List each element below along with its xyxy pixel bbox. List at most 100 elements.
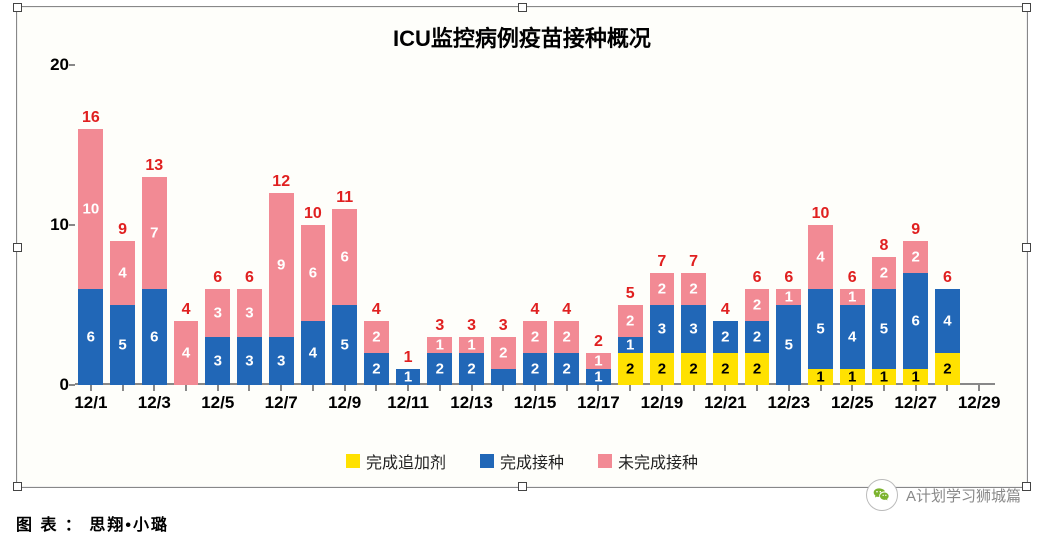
x-tick-label: 12/3 [138,393,171,413]
bar-group: 336 [237,289,262,385]
x-tick-mark [248,385,250,391]
bar-segment-partial: 2 [523,321,548,353]
bar-group: 1528 [872,257,897,385]
bar-segment-label: 2 [491,345,516,362]
bar-group: 3912 [269,193,294,385]
bar-segment-partial: 2 [364,321,389,353]
bar-segment-partial: 4 [808,225,833,289]
bar-segment-label: 5 [110,337,135,354]
bar-segment-label: 1 [903,369,928,386]
x-tick-mark [502,385,504,391]
x-tick-mark [312,385,314,391]
y-tick-mark [69,224,75,226]
bar-segment-label: 2 [554,361,579,378]
x-tick-mark [471,385,473,391]
bar-segment-booster: 2 [681,353,706,385]
bar-segment-booster: 2 [618,353,643,385]
x-tick-mark [566,385,568,391]
bar-segment-full: 5 [808,289,833,369]
bar-segment-partial: 2 [745,289,770,321]
bar-total-label: 7 [681,253,706,271]
bar-segment-booster: 1 [808,369,833,385]
bar-segment-label: 4 [935,313,960,330]
bar-total-label: 6 [237,269,262,287]
bar-total-label: 6 [205,269,230,287]
legend-swatch-partial [598,454,612,468]
bar-segment-label: 2 [681,281,706,298]
handle-icon [518,482,527,491]
bar-segment-label: 2 [523,361,548,378]
bar-group: 516 [776,289,801,385]
bar-segment-label: 6 [142,329,167,346]
bar-group: 213 [459,337,484,385]
bar-segment-label: 1 [840,369,865,386]
y-tick-label: 20 [39,55,69,75]
bar-segment-full: 3 [269,337,294,385]
bar-segment-label: 2 [459,361,484,378]
bar-group: 15410 [808,225,833,385]
x-tick-label: 12/11 [387,393,429,413]
x-tick-mark [724,385,726,391]
bar-segment-label: 1 [840,289,865,306]
bar-segment-booster: 2 [650,353,675,385]
x-tick-mark [280,385,282,391]
bar-segment-label: 4 [840,329,865,346]
x-tick-label: 12/1 [74,393,107,413]
bar-total-label: 8 [872,237,897,255]
page-root: ICU监控病例疫苗接种概况 61016549671344336336391246… [0,0,1043,541]
bar-segment-label: 2 [618,361,643,378]
bar-segment-partial: 1 [776,289,801,305]
bar-segment-label: 3 [205,305,230,322]
bar-segment-full: 4 [301,321,326,385]
bar-segment-label: 2 [903,249,928,266]
bar-segment-partial: 1 [427,337,452,353]
y-tick-label: 0 [39,375,69,395]
bar-segment-label: 2 [745,297,770,314]
bar-group: 2327 [681,273,706,385]
bar-group: 549 [110,241,135,385]
bar-segment-label: 5 [332,337,357,354]
bar-segment-label: 1 [872,369,897,386]
bar-segment-label: 1 [586,369,611,386]
bar-total-label: 3 [459,317,484,335]
x-tick-label: 12/13 [450,393,493,413]
x-tick-mark [788,385,790,391]
bar-segment-label: 6 [301,265,326,282]
bar-segment-full: 2 [745,321,770,353]
bar-segment-label: 2 [935,361,960,378]
legend-label-partial: 未完成接种 [618,449,698,473]
legend-swatch-booster [346,454,360,468]
x-tick-label: 12/15 [514,393,557,413]
bar-segment-partial: 2 [554,321,579,353]
bar-group: 224 [364,321,389,385]
bar-segment-label: 4 [110,265,135,282]
bar-segment-label: 1 [618,337,643,354]
bar-segment-full: 5 [110,305,135,385]
bar-segment-partial: 2 [618,305,643,337]
x-tick-mark [946,385,948,391]
bar-total-label: 16 [78,109,103,127]
bar-segment-label: 2 [650,361,675,378]
bar-group: 213 [427,337,452,385]
x-tick-label: 12/7 [265,393,298,413]
bar-segment-partial: 7 [142,177,167,289]
bar-segment-partial: 6 [332,209,357,305]
legend-item-partial: 未完成接种 [598,449,698,473]
x-tick-label: 12/23 [768,393,811,413]
x-tick-mark [978,385,980,391]
bar-segment-full: 1 [586,369,611,385]
bar-segment-partial: 2 [903,241,928,273]
bar-segment-partial: 2 [872,257,897,289]
bar-total-label: 7 [650,253,675,271]
bar-segment-label: 6 [332,249,357,266]
x-tick-mark [693,385,695,391]
bar-segment-label: 2 [872,265,897,282]
bar-segment-full: 2 [364,353,389,385]
x-tick-label: 12/17 [577,393,620,413]
plot-area: 6101654967134433633639124610561122411213… [75,65,995,385]
x-tick-mark [375,385,377,391]
bar-segment-label: 3 [650,321,675,338]
bar-segment-label: 5 [872,321,897,338]
bar-segment-label: 2 [650,281,675,298]
bar-total-label: 4 [523,301,548,319]
